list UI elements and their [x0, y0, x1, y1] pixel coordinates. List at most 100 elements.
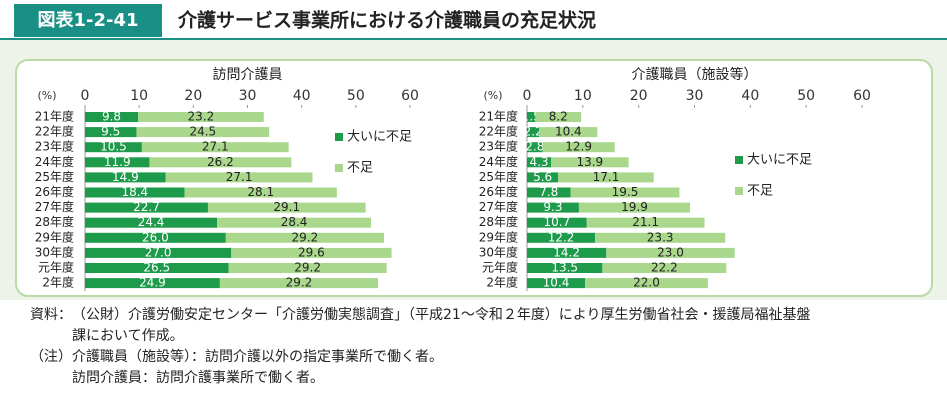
bar-segment	[542, 142, 615, 153]
bar-segment	[231, 247, 392, 258]
legend-swatch	[735, 156, 743, 164]
value-label: 21.1	[632, 215, 659, 229]
legend-label: 不足	[347, 161, 373, 176]
bar-segment	[527, 172, 559, 183]
x-tick-label: 10	[130, 88, 148, 104]
y-tick-label: 21年度	[479, 109, 518, 124]
bar-segment	[586, 217, 705, 228]
bar-segment	[149, 157, 292, 168]
bar-segment	[207, 202, 366, 213]
value-label: 24.5	[189, 125, 216, 139]
y-tick-label: 22年度	[35, 124, 74, 139]
value-label: 28.1	[247, 185, 274, 199]
bar-segment	[85, 142, 142, 153]
bar-segment	[527, 202, 579, 213]
value-label: 23.0	[657, 245, 684, 259]
bar-segment	[85, 112, 139, 122]
y-tick-label: 29年度	[479, 229, 518, 244]
value-label: 22.7	[133, 200, 160, 214]
bar-segment	[602, 263, 727, 273]
y-tick-label: 27年度	[35, 199, 74, 214]
y-tick-label: 22年度	[479, 124, 518, 139]
bar-segment	[85, 202, 208, 213]
value-label: 14.9	[112, 170, 139, 184]
x-tick-label: 60	[853, 88, 871, 104]
y-tick-label: 29年度	[35, 229, 74, 244]
value-label: 10.4	[555, 125, 582, 139]
note-body: 介護職員（施設等）：訪問介護以外の指定事業所で働く者。 訪問介護員：訪問介護事業所…	[72, 347, 443, 389]
bar-segment	[228, 263, 387, 273]
value-label: 23.2	[188, 110, 215, 124]
x-tick-label: 40	[293, 88, 311, 104]
value-label: 4.3	[529, 155, 548, 169]
x-tick-label: 30	[686, 88, 704, 104]
value-label: 28.4	[281, 215, 308, 229]
note: （注） 介護職員（施設等）：訪問介護以外の指定事業所で働く者。 訪問介護員：訪問介護…	[30, 347, 811, 389]
y-tick-label: 元年度	[38, 260, 74, 275]
bar-segment	[225, 232, 384, 243]
value-label: 27.0	[145, 245, 172, 259]
header-label: 図表1-2-41	[37, 9, 138, 31]
bar-segment	[165, 172, 313, 183]
legend-swatch	[335, 164, 343, 172]
bar-segment	[527, 278, 586, 289]
value-label: 12.2	[548, 230, 575, 244]
note-body: （公財）介護労働安定センター「介護労働実態調査」（平成21～令和２年度）により厚…	[72, 305, 811, 347]
value-label: 18.4	[121, 185, 148, 199]
bar-segment	[527, 112, 536, 122]
bar-segment	[606, 247, 735, 258]
note-line: （公財）介護労働安定センター「介護労働実態調査」（平成21～令和２年度）により厚…	[72, 307, 811, 323]
x-tick-label: 50	[797, 88, 815, 104]
bar-segment	[527, 187, 571, 198]
legend-label: 大いに不足	[347, 130, 412, 145]
bar-segment	[138, 112, 264, 122]
bar-segment	[595, 232, 726, 243]
bar-segment	[527, 217, 587, 228]
y-tick-label: 26年度	[35, 184, 74, 199]
value-label: 8.2	[549, 110, 568, 124]
bar-segment	[85, 157, 150, 168]
x-tick-label: 50	[347, 88, 365, 104]
x-tick-label: 0	[81, 88, 90, 104]
bar-segment	[535, 112, 582, 122]
bar-segment	[570, 187, 680, 198]
x-tick-label: 0	[523, 88, 532, 104]
value-label: 23.3	[647, 230, 674, 244]
x-tick-label: 40	[741, 88, 759, 104]
bar-segment	[85, 217, 218, 228]
y-tick-label: 23年度	[479, 139, 518, 154]
value-label: 7.8	[539, 185, 558, 199]
y-tick-label: 21年度	[35, 109, 74, 124]
y-tick-label: 30年度	[35, 244, 74, 259]
value-label: 26.5	[143, 261, 170, 275]
value-label: 26.0	[142, 230, 169, 244]
y-tick-label: 25年度	[35, 169, 74, 184]
value-label: 27.1	[226, 170, 253, 184]
value-label: 10.5	[100, 140, 127, 154]
value-label: 12.9	[565, 140, 592, 154]
axis-unit: (%)	[37, 89, 56, 102]
value-label: 29.1	[273, 200, 300, 214]
bar-segment	[527, 263, 603, 273]
value-label: 10.4	[543, 276, 570, 290]
value-label: 9.3	[543, 200, 562, 214]
y-tick-label: 元年度	[482, 260, 518, 275]
note-line: 課において作成。	[72, 328, 184, 344]
note-label: （注）	[30, 349, 72, 365]
value-label: 17.1	[593, 170, 620, 184]
chart-title: 介護職員（施設等）	[632, 66, 758, 83]
header-title: 介護サービス事業所における介護職員の充足状況	[177, 9, 596, 32]
figure: 図表1-2-41 介護サービス事業所における介護職員の充足状況 訪問介護員 (%)…	[0, 0, 947, 300]
header-label-box	[14, 4, 162, 37]
value-label: 13.5	[551, 261, 578, 275]
value-label: 13.9	[576, 155, 603, 169]
y-tick-label: 24年度	[35, 154, 74, 169]
note-line: 訪問介護員：訪問介護事業所で働く者。	[72, 370, 324, 386]
y-tick-label: 28年度	[35, 214, 74, 229]
note-line: 介護職員（施設等）：訪問介護以外の指定事業所で働く者。	[72, 349, 443, 365]
bar-segment	[578, 202, 691, 213]
value-label: 22.0	[633, 276, 660, 290]
bar-segment	[219, 278, 379, 289]
value-label: 24.9	[139, 276, 166, 290]
